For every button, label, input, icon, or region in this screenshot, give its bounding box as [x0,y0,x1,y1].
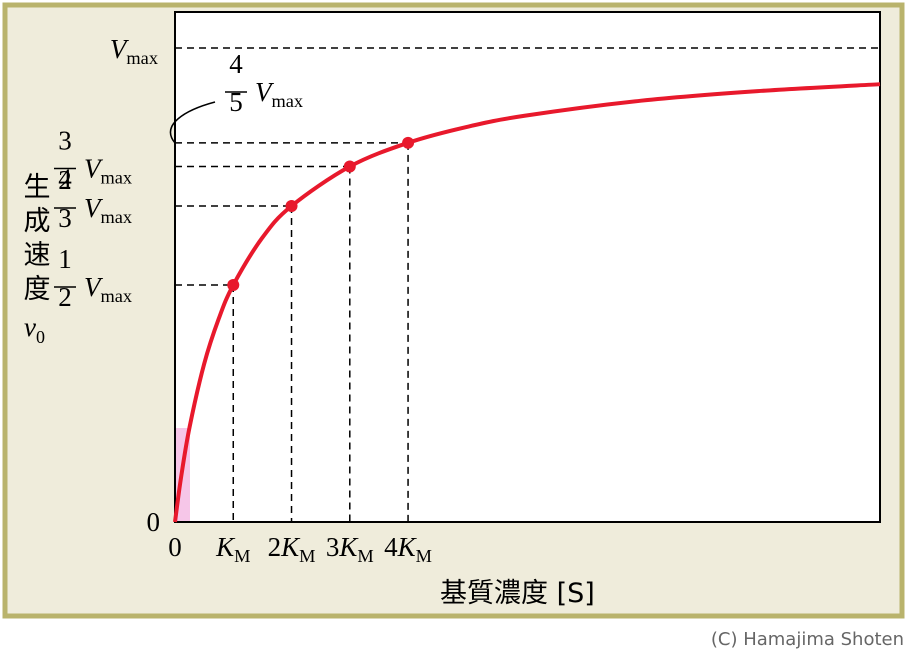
y-axis-label: 度 [24,274,51,305]
y-tick-label: 0 [147,507,161,537]
point [402,136,415,149]
x-tick-label: 0 [168,532,182,562]
y-tick-label: Vmax [110,34,158,68]
point [343,160,356,173]
point [227,279,240,292]
x-tick-label: 3KM [326,532,374,566]
y-tick-label: 2 3 Vmax [58,165,132,233]
point [285,199,298,212]
y-tick-label: 1 2 Vmax [58,244,132,312]
curve [173,82,881,523]
y-tick-label: 3 4 Vmax [58,126,132,194]
x-tick-label: 2KM [268,532,316,566]
annotation: 4 5 Vmax [229,49,303,117]
credit: (C) Hamajima Shoten [711,629,904,650]
plot-area [174,11,881,523]
x-tick-label: 4KM [384,532,432,566]
y-axis-label: 成 [24,206,51,237]
x-tick-label: KM [215,532,250,566]
y-axis-symbol: v0 [24,312,45,347]
y-axis-label: 速 [24,240,51,271]
y-axis-label: 生 [24,172,51,203]
leader-line [169,101,216,144]
x-axis-label: 基質濃度 [S] [440,578,595,609]
